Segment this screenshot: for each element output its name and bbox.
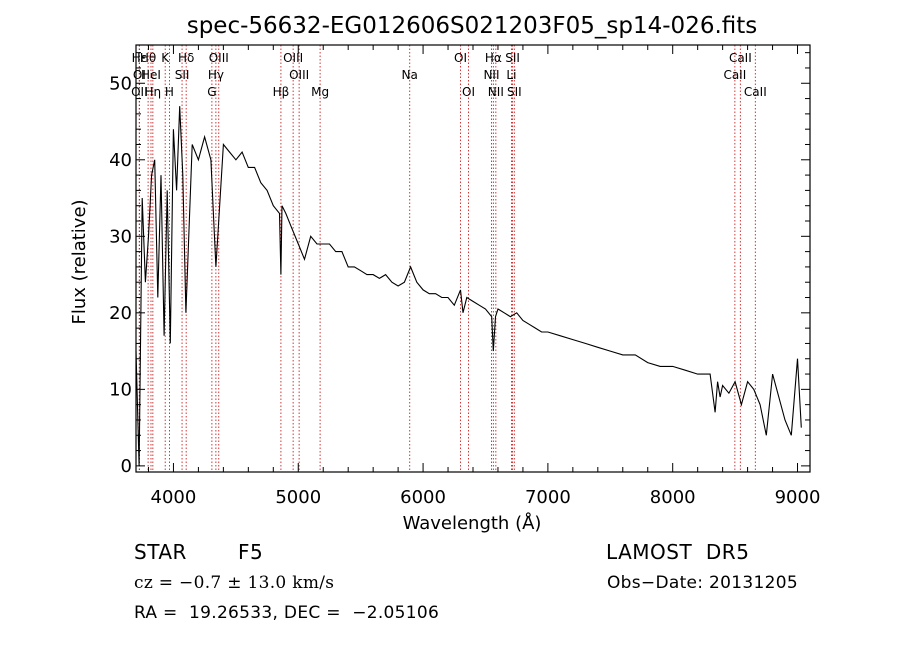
redshift-velocity: cz = −0.7 ± 13.0 km/s (134, 573, 335, 593)
x-tick-label: 7000 (525, 487, 571, 508)
spectral-line-label: Na (402, 68, 418, 82)
spectral-line-label: K (161, 51, 170, 65)
sky-coordinates: RA = 19.26533, DEC = −2.05106 (134, 603, 440, 623)
x-tick-label: 8000 (650, 487, 696, 508)
x-tick-label: 5000 (275, 487, 321, 508)
x-tick-label: 9000 (775, 487, 821, 508)
y-tick-label: 40 (109, 150, 132, 171)
spectral-line-label: SII (505, 51, 520, 65)
spectral-line-label: HeI (141, 68, 161, 82)
spectral-line-label: G (207, 85, 216, 99)
spectral-line-label: Hδ (178, 51, 194, 65)
chart-title: spec-56632-EG012606S021203F05_sp14-026.f… (187, 13, 758, 39)
x-tick-label: 4000 (151, 487, 197, 508)
spectral-line-label: SII (507, 85, 522, 99)
spectral-line-label: Hβ (273, 85, 290, 99)
spectral-line-label: OI (454, 51, 467, 65)
spectral-line-label: Hη (145, 85, 162, 99)
y-tick-label: 50 (109, 73, 132, 94)
spectral-line-label: Hγ (208, 68, 224, 82)
spectral-subclass: F5 (238, 540, 264, 564)
survey-release: LAMOST DR5 (606, 540, 750, 564)
y-tick-label: 20 (109, 303, 132, 324)
y-axis: 0 10 20 30 40 50 (109, 52, 810, 477)
plot-frame (135, 44, 811, 473)
spectral-line-label: OIII (209, 51, 229, 65)
x-axis-label: Wavelength (Å) (403, 512, 542, 534)
y-tick-label: 10 (109, 379, 132, 400)
y-tick-label: 0 (121, 456, 132, 477)
spectral-line-label: OI (462, 85, 475, 99)
spectral-line-label: H (165, 85, 174, 99)
spectral-line-label: NII (483, 68, 499, 82)
spectral-line-label: NII (488, 85, 504, 99)
spectral-line-label: OII (131, 85, 148, 99)
spectral-line-label: CaII (723, 68, 746, 82)
object-class: STAR (134, 540, 187, 564)
spectral-line-label: Hα (485, 51, 502, 65)
spectral-line-label: CaII (744, 85, 767, 99)
spectral-line-label: OIII (289, 68, 309, 82)
x-tick-label: 6000 (400, 487, 446, 508)
x-axis: 4000 5000 6000 7000 8000 9000 (147, 45, 821, 508)
y-tick-label: 30 (109, 226, 132, 247)
spectrum-line (135, 106, 802, 466)
spectral-line-label: CaII (729, 51, 752, 65)
spectral-line-label: Li (506, 68, 516, 82)
spectral-line-label: Hθ (140, 51, 156, 65)
spectral-line-markers (138, 45, 756, 472)
observation-date: Obs−Date: 20131205 (607, 573, 798, 593)
spectral-line-label: SII (175, 68, 190, 82)
spectral-line-label: Mg (311, 85, 329, 99)
spectral-line-label: OIII (283, 51, 303, 65)
y-axis-label: Flux (relative) (69, 199, 90, 324)
